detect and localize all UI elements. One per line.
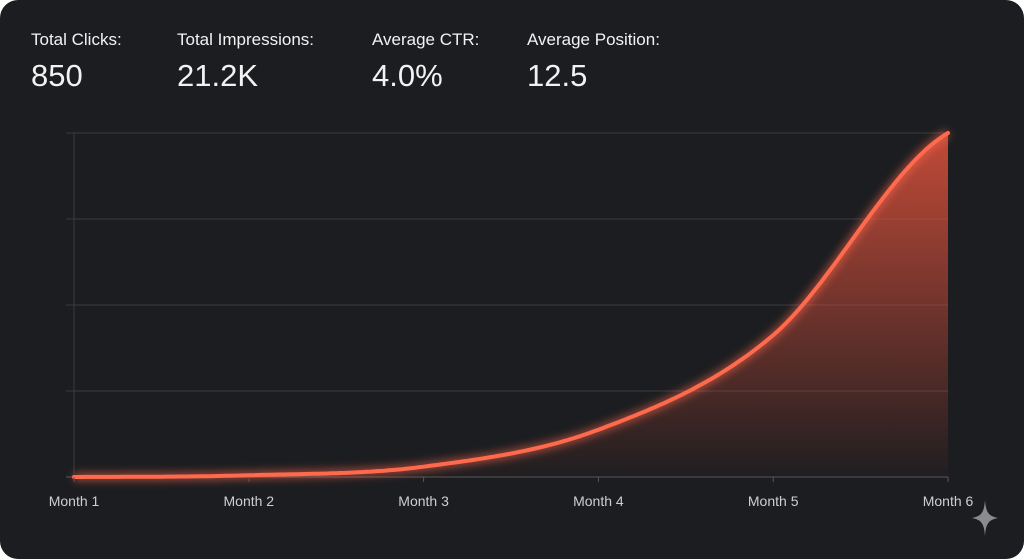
stat-label: Average Position: [527, 30, 660, 49]
stat-label: Average CTR: [372, 30, 480, 49]
x-tick-label: Month 2 [224, 493, 275, 509]
x-tick-label: Month 4 [573, 493, 624, 509]
stat-average-ctr: Average CTR: 4.0% [372, 30, 479, 96]
x-tick-label: Month 3 [398, 493, 449, 509]
stat-value: 21.2K [177, 58, 259, 93]
stat-value: 850 [31, 58, 83, 93]
x-tick-label: Month 6 [923, 493, 974, 509]
series-line [72, 131, 950, 479]
stat-average-position: Average Position: 12.5 [527, 30, 660, 96]
stat-total-impressions: Total Impressions: 21.2K [177, 30, 314, 96]
stat-value: 4.0% [372, 58, 443, 93]
sparkle-icon [972, 500, 998, 536]
stat-total-clicks: Total Clicks: 850 [31, 30, 122, 96]
stat-label: Total Impressions: [177, 30, 314, 49]
stat-value: 12.5 [527, 58, 588, 93]
x-tick-label: Month 5 [748, 493, 799, 509]
stat-label: Total Clicks: [31, 30, 122, 49]
area-fill [74, 133, 948, 477]
x-tick-label: Month 1 [49, 493, 100, 509]
